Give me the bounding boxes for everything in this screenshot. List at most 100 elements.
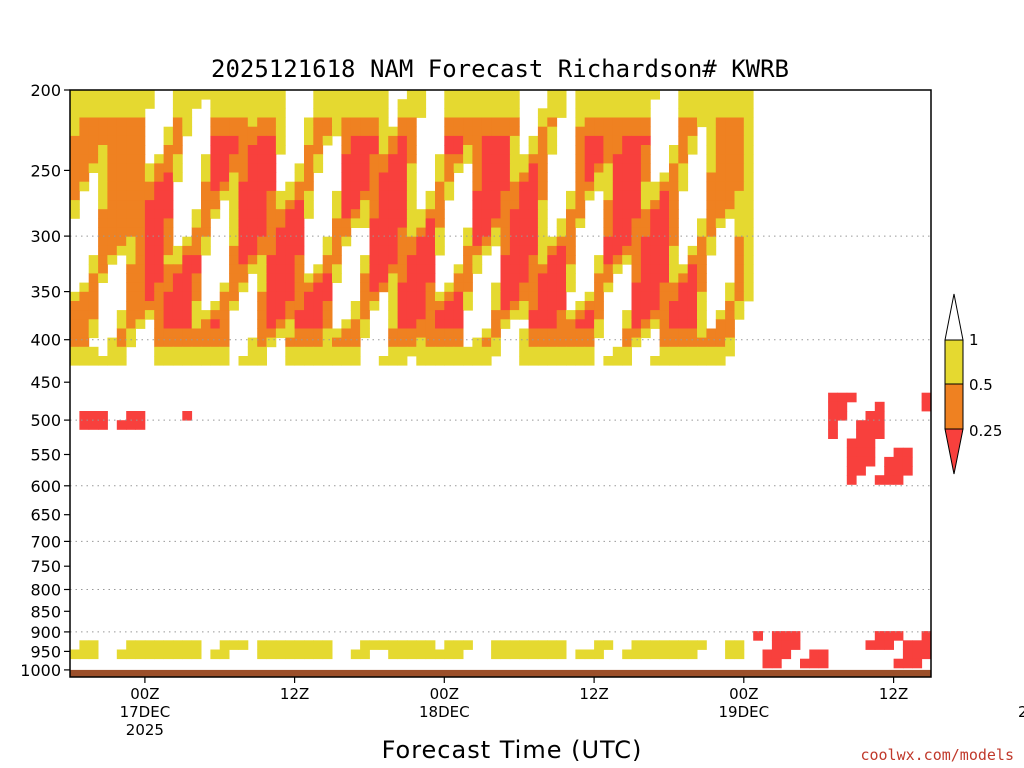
heatmap-cell [350,328,361,339]
heatmap-cell [238,190,249,201]
heatmap-cell [687,319,698,329]
y-tick-label: 700 [30,532,61,551]
heatmap-cell [575,337,586,348]
heatmap-cell [575,356,586,366]
heatmap-cell [88,319,99,329]
heatmap-cell [435,337,445,348]
heatmap-cell [201,190,211,201]
heatmap-cell [172,135,183,146]
heatmap-cell [322,126,333,137]
heatmap-cell [519,181,529,192]
heatmap-cell [528,181,539,192]
heatmap-cell [341,163,352,173]
heatmap-cell [453,282,464,293]
heatmap-cell [219,135,230,146]
heatmap-cell [135,291,146,302]
heatmap-cell [266,245,277,256]
heatmap-cell [313,337,324,348]
heatmap-cell [116,328,127,339]
heatmap-cell [182,319,193,329]
heatmap-cell [584,346,595,357]
heatmap-cell [631,301,642,311]
heatmap-cell [921,631,932,641]
heatmap-cell [154,255,164,265]
heatmap-cell [285,640,296,650]
heatmap-cell [921,649,932,660]
heatmap-cell [144,181,155,192]
heatmap-cell [182,264,193,274]
heatmap-cell [697,328,707,339]
heatmap-cell [491,328,501,339]
heatmap-cell [266,337,277,348]
heatmap-cell [622,356,632,366]
heatmap-cell [275,640,286,650]
heatmap-cell [238,264,249,274]
heatmap-cell [79,356,90,366]
heatmap-cell [697,245,707,256]
heatmap-cell [88,649,99,660]
heatmap-cell [650,200,660,210]
heatmap-cell [191,218,202,228]
heatmap-cell [285,282,296,293]
heatmap-cell [453,126,464,137]
heatmap-cell [519,328,529,339]
heatmap-cell [481,227,492,238]
heatmap-cell [313,117,324,128]
x-tick-label: 00Z [130,685,159,703]
heatmap-cell [266,227,277,238]
heatmap-cell [603,154,614,164]
heatmap-cell [893,631,904,641]
heatmap-cell [369,181,380,192]
heatmap-cell [566,356,576,366]
heatmap-cell [416,108,427,118]
heatmap-cell [388,227,398,238]
heatmap-cell [528,310,539,320]
heatmap-cell [444,126,455,137]
heatmap-cell [622,236,632,247]
heatmap-cell [584,99,595,109]
heatmap-cell [191,310,202,320]
heatmap-cell [304,273,314,283]
heatmap-cell [697,291,707,302]
heatmap-cell [238,282,249,293]
heatmap-cell [566,209,576,219]
heatmap-cell [575,319,586,329]
heatmap-cell [229,163,239,173]
heatmap-cell [378,117,389,128]
heatmap-cell [612,218,623,228]
heatmap-cell [70,310,80,320]
heatmap-cell [481,126,492,137]
heatmap-cell [603,264,614,274]
heatmap-cell [322,337,333,348]
heatmap-cell [210,190,221,201]
heatmap-cell [453,273,464,283]
heatmap-cell [341,145,352,155]
heatmap-cell [406,190,417,201]
heatmap-cell [594,90,604,100]
heatmap-cell [322,356,333,366]
heatmap-cell [135,190,146,201]
heatmap-cell [116,117,127,128]
heatmap-cell [865,420,876,430]
heatmap-cell [622,200,632,210]
heatmap-cell [640,209,651,219]
heatmap-cell [126,172,136,183]
heatmap-cell [725,99,735,109]
heatmap-cell [332,337,342,348]
heatmap-cell [715,337,726,348]
heatmap-cell [275,291,286,302]
y-tick-label: 300 [30,227,61,246]
heatmap-cell [640,108,651,118]
heatmap-cell [397,126,408,137]
heatmap-cell [154,245,164,256]
heatmap-cell [697,90,707,100]
heatmap-cell [154,640,164,650]
heatmap-cell [631,319,642,329]
heatmap-cell [556,99,567,109]
heatmap-cell [163,291,174,302]
heatmap-cell [556,255,567,265]
heatmap-cell [659,273,670,283]
heatmap-cell [163,301,174,311]
heatmap-cell [388,337,398,348]
heatmap-cell [594,291,604,302]
